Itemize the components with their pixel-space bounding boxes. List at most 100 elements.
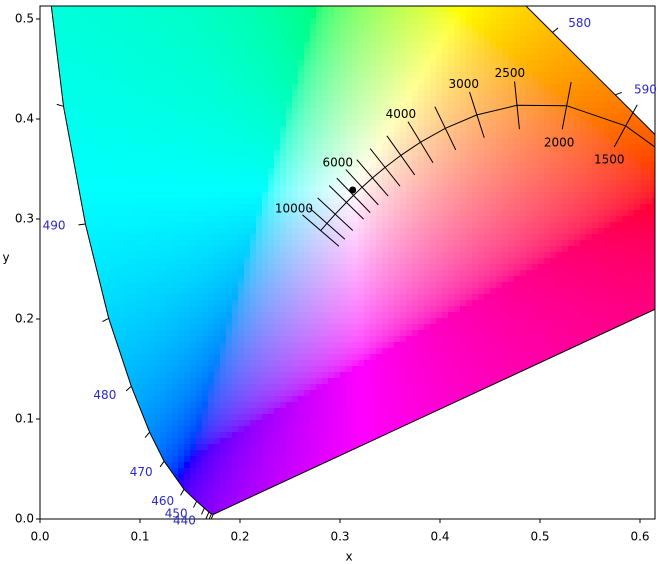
color-cell	[412, 204, 419, 211]
color-cell	[130, 174, 137, 181]
color-cell	[526, 18, 533, 25]
color-cell	[400, 210, 407, 217]
color-cell	[478, 90, 485, 97]
color-cell	[424, 6, 431, 13]
color-cell	[364, 60, 371, 67]
color-cell	[550, 12, 557, 19]
color-cell	[292, 48, 299, 55]
color-cell	[304, 72, 311, 79]
color-cell	[586, 144, 593, 151]
color-cell	[160, 210, 167, 217]
color-cell	[262, 276, 269, 283]
color-cell	[76, 234, 83, 241]
color-cell	[538, 186, 545, 193]
color-cell	[556, 228, 563, 235]
color-cell	[166, 42, 173, 49]
color-cell	[112, 246, 119, 253]
color-cell	[466, 282, 473, 289]
color-cell	[184, 222, 191, 229]
color-cell	[208, 210, 215, 217]
color-cell	[70, 240, 77, 247]
color-cell	[88, 270, 95, 277]
color-cell	[76, 42, 83, 49]
color-cell	[484, 108, 491, 115]
color-cell	[52, 114, 59, 121]
color-cell	[340, 30, 347, 37]
color-cell	[148, 156, 155, 163]
color-cell	[214, 246, 221, 253]
color-cell	[532, 252, 539, 259]
color-cell	[130, 96, 137, 103]
color-cell	[592, 270, 599, 277]
color-cell	[238, 210, 245, 217]
color-cell	[334, 84, 341, 91]
color-cell	[334, 222, 341, 229]
color-cell	[352, 270, 359, 277]
color-cell	[346, 228, 353, 235]
color-cell	[622, 228, 629, 235]
color-cell	[598, 12, 605, 19]
color-cell	[88, 72, 95, 79]
color-cell	[118, 282, 125, 289]
color-cell	[310, 60, 317, 67]
color-cell	[604, 114, 611, 121]
color-cell	[220, 168, 227, 175]
color-cell	[628, 42, 635, 49]
color-cell	[364, 180, 371, 187]
color-cell	[328, 18, 335, 25]
color-cell	[214, 156, 221, 163]
color-cell	[436, 264, 443, 271]
color-cell	[418, 42, 425, 49]
color-cell	[172, 126, 179, 133]
color-cell	[214, 210, 221, 217]
color-cell	[412, 222, 419, 229]
color-cell	[496, 102, 503, 109]
color-cell	[394, 90, 401, 97]
color-cell	[412, 282, 419, 289]
color-cell	[82, 144, 89, 151]
color-cell	[112, 288, 119, 295]
color-cell	[322, 18, 329, 25]
color-cell	[94, 180, 101, 187]
color-cell	[262, 282, 269, 289]
color-cell	[406, 60, 413, 67]
color-cell	[130, 216, 137, 223]
color-cell	[460, 114, 467, 121]
color-cell	[520, 6, 527, 13]
color-cell	[646, 264, 653, 271]
color-cell	[100, 126, 107, 133]
color-cell	[574, 246, 581, 253]
color-cell	[484, 30, 491, 37]
color-cell	[454, 24, 461, 31]
color-cell	[394, 42, 401, 49]
color-cell	[346, 150, 353, 157]
color-cell	[124, 42, 131, 49]
color-cell	[148, 120, 155, 127]
color-cell	[178, 18, 185, 25]
color-cell	[496, 174, 503, 181]
color-cell	[268, 6, 275, 13]
color-cell	[46, 288, 53, 295]
color-cell	[64, 36, 71, 43]
color-cell	[352, 84, 359, 91]
color-cell	[586, 180, 593, 187]
color-cell	[46, 168, 53, 175]
color-cell	[466, 48, 473, 55]
color-cell	[268, 180, 275, 187]
color-cell	[136, 18, 143, 25]
color-cell	[346, 222, 353, 229]
color-cell	[538, 198, 545, 205]
color-cell	[532, 84, 539, 91]
color-cell	[364, 30, 371, 37]
color-cell	[130, 282, 137, 289]
color-cell	[430, 138, 437, 145]
color-cell	[274, 264, 281, 271]
color-cell	[604, 222, 611, 229]
color-cell	[124, 90, 131, 97]
color-cell	[628, 234, 635, 241]
color-cell	[520, 168, 527, 175]
color-cell	[208, 132, 215, 139]
color-cell	[634, 30, 641, 37]
color-cell	[43, 138, 47, 145]
color-cell	[484, 276, 491, 283]
